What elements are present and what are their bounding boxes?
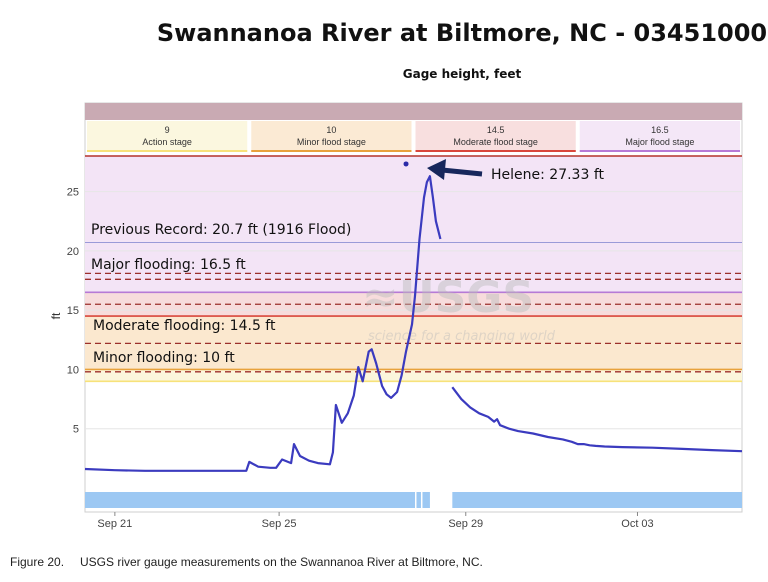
stage-band-fill (85, 156, 742, 293)
stage-legend-box (87, 121, 248, 152)
stage-legend-label: Moderate flood stage (453, 137, 538, 147)
y-tick-label: 10 (67, 364, 79, 376)
caption-number: Figure 20. (10, 555, 65, 569)
x-tick-label: Sep 21 (97, 518, 132, 530)
stage-legend-value: 16.5 (651, 125, 669, 135)
annotation-minor: Minor flooding: 10 ft (93, 350, 235, 366)
peak-arrow-head (427, 159, 446, 180)
data-availability-bar (452, 492, 742, 508)
data-availability-bar (416, 492, 421, 508)
stage-legend-label: Minor flood stage (297, 137, 366, 147)
data-availability-bar (422, 492, 430, 508)
x-tick-label: Oct 03 (621, 518, 653, 530)
peak-arrow-shaft (441, 167, 483, 177)
annotation-major: Major flooding: 16.5 ft (91, 257, 246, 273)
stage-legend-label: Major flood stage (625, 137, 694, 147)
data-availability-bar (85, 492, 415, 508)
y-axis-label: ft (49, 312, 63, 319)
x-tick-label: Sep 29 (448, 518, 483, 530)
stage-legend-box (251, 121, 412, 152)
usgs-watermark-logo: ≈USGS (362, 272, 534, 323)
stage-band-fill (85, 316, 742, 370)
stage-legend-value: 9 (165, 125, 170, 135)
stage-legend-value: 10 (326, 125, 336, 135)
gage-height-line (84, 175, 442, 472)
y-tick-label: 5 (73, 424, 79, 436)
y-tick-label: 20 (67, 246, 79, 258)
y-tick-label: 25 (67, 187, 79, 199)
x-tick-label: Sep 25 (262, 518, 297, 530)
stage-legend-label: Action stage (142, 137, 192, 147)
gage-height-line (451, 386, 743, 453)
peak-point (403, 161, 409, 167)
annotation-record: Previous Record: 20.7 ft (1916 Flood) (91, 222, 351, 238)
y-tick-label: 15 (67, 305, 79, 317)
annotation-moderate: Moderate flooding: 14.5 ft (93, 318, 276, 334)
annotation-peak: Helene: 27.33 ft (491, 167, 605, 183)
header-strip (85, 103, 742, 120)
figure-caption: Figure 20. USGS river gauge measurements … (10, 555, 483, 569)
stage-legend-value: 14.5 (487, 125, 505, 135)
chart-subtitle: Gage height, feet (403, 67, 522, 81)
stage-legend-box (579, 121, 740, 152)
stage-band-fill (85, 369, 742, 382)
chart-title: Swannanoa River at Biltmore, NC - 034510… (157, 19, 767, 47)
stage-legend-box (415, 121, 576, 152)
caption-text: USGS river gauge measurements on the Swa… (80, 555, 483, 569)
usgs-watermark-tagline: science for a changing world (368, 329, 556, 344)
